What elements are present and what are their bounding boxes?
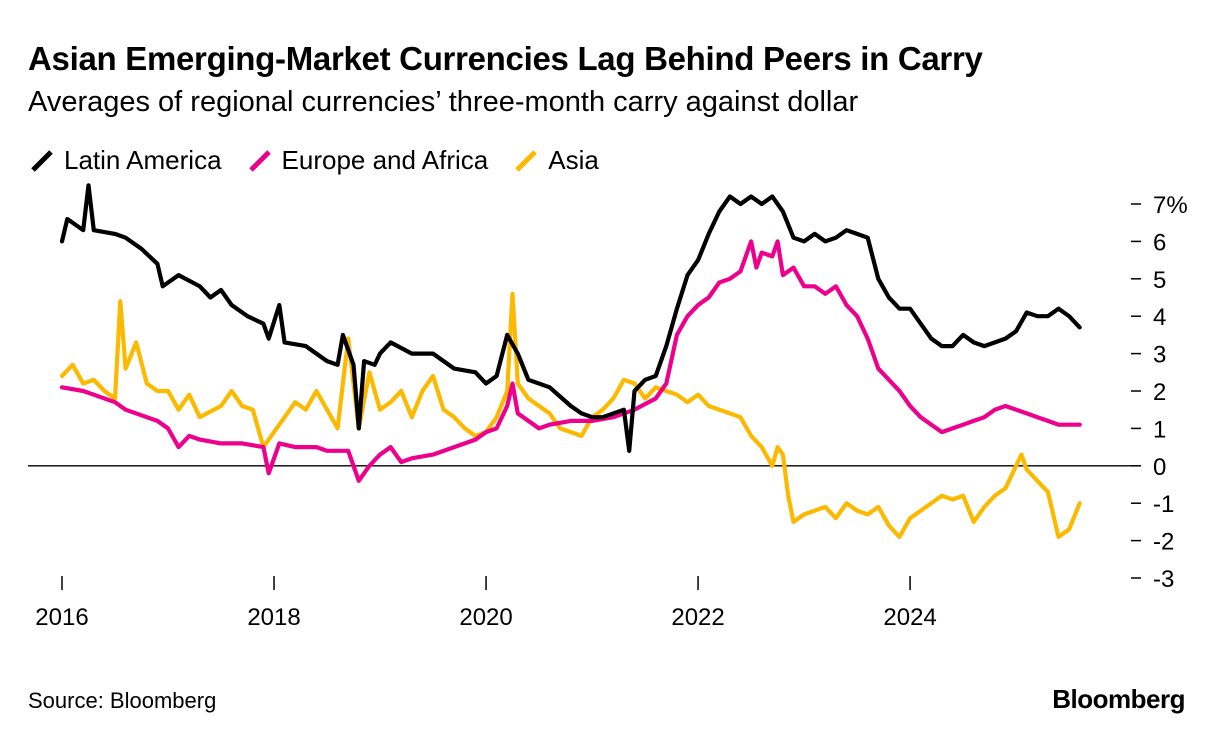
series-line-asia [59,291,1082,539]
x-tick-label: 2022 [671,604,724,631]
y-axis: 7% 6 5 4 3 2 1 0 -1 -2 -3 [28,192,1188,593]
y-tick-label: 6 [1153,229,1166,256]
y-tick-label: -2 [1153,529,1174,556]
legend-label-latin-america: Latin America [64,145,222,175]
x-tick-label: 2024 [883,604,936,631]
x-axis: 2016 2018 2020 2022 2024 [35,576,937,631]
y-tick-label: 3 [1153,342,1166,369]
legend-swatch-europe-africa [248,149,271,172]
y-tick-label: 0 [1153,454,1166,481]
x-tick-label: 2018 [247,604,300,631]
bloomberg-logo: Bloomberg [1052,684,1185,714]
chart-subtitle: Averages of regional currencies’ three-m… [28,86,859,118]
series-line-europe-and-africa [59,239,1082,483]
source-note: Source: Bloomberg [28,688,217,713]
legend-label-asia: Asia [548,145,599,175]
legend-swatch-latin-america [31,149,53,172]
y-tick-label: 7% [1153,192,1188,219]
y-tick-label: -1 [1153,491,1174,518]
legend-item-latin-america: Latin America [30,145,222,176]
chart-title: Asian Emerging-Market Currencies Lag Beh… [28,40,983,77]
y-tick-label: 5 [1153,267,1166,294]
x-tick-label: 2016 [35,604,88,631]
y-tick-label: 2 [1153,379,1166,406]
legend-swatch-asia [515,149,538,172]
x-tick-label: 2020 [459,604,512,631]
y-tick-label: 1 [1153,416,1166,443]
legend: Latin America Europe and Africa Asia [30,145,625,176]
legend-item-europe-africa: Europe and Africa [248,145,489,176]
y-tick-label: 4 [1153,304,1166,331]
series-layer [59,183,1082,539]
series-line-latin-america [59,183,1082,453]
legend-label-europe-africa: Europe and Africa [281,145,489,175]
y-tick-label: -3 [1153,566,1174,593]
legend-item-asia: Asia [514,145,599,176]
